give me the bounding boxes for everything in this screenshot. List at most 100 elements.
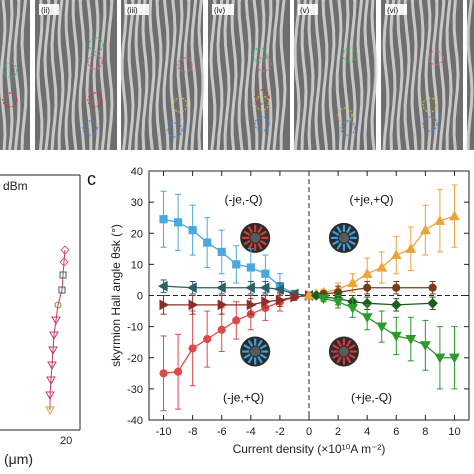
- data-point: [188, 299, 199, 311]
- data-point: [376, 322, 388, 333]
- x-tick-label: 4: [364, 426, 370, 438]
- microscopy-strip: (ii) (iii) (iv) (v) (vi): [0, 0, 474, 151]
- data-point: [159, 369, 168, 378]
- x-tick-label: -8: [188, 426, 198, 438]
- skyrmion-icon-top-left: [240, 222, 271, 253]
- y-tick-label: -30: [127, 384, 143, 396]
- data-point: [405, 334, 417, 345]
- series-line: [163, 218, 295, 295]
- y-axis-label: skyrmion Hall angle θsk (°): [109, 224, 123, 367]
- data-point: [434, 353, 446, 364]
- data-point: [419, 341, 431, 351]
- x-tick-label: -10: [156, 426, 172, 438]
- skyrmion-icon-bottom-left: [240, 336, 271, 367]
- data-point: [427, 297, 438, 309]
- y-tick-label: 30: [131, 197, 143, 209]
- series-line: [163, 285, 310, 297]
- data-point: [246, 263, 255, 272]
- data-point: [188, 226, 197, 235]
- y-tick-label: 20: [131, 228, 143, 240]
- x-tick-label: -6: [217, 426, 227, 438]
- data-point: [245, 282, 255, 294]
- series-darkgreen: [310, 290, 438, 312]
- data-point: [428, 283, 437, 292]
- x-tick-label: 2: [335, 426, 341, 438]
- data-point: [159, 299, 170, 311]
- panel-label-ii: (ii): [41, 6, 50, 15]
- data-point: [419, 224, 431, 235]
- x-tick-label: 0: [306, 426, 312, 438]
- panel-b-tick-20: 20: [60, 435, 72, 447]
- panel-b-legend: dBm: [3, 179, 28, 193]
- data-point: [449, 210, 460, 221]
- y-tick-label: -40: [127, 415, 143, 427]
- skyrmion-icon-bottom-right: [328, 336, 359, 367]
- micrograph-iii: [121, 0, 203, 150]
- data-point: [310, 290, 322, 301]
- data-point: [259, 282, 270, 294]
- quadrant-label-top-right: (+je,+Q): [350, 193, 394, 207]
- x-tick-label: -4: [246, 426, 256, 438]
- panel-label-v: (v): [300, 6, 310, 15]
- data-point: [376, 261, 388, 272]
- data-point: [203, 334, 212, 344]
- data-point: [232, 316, 241, 325]
- data-point: [390, 299, 402, 311]
- data-point: [173, 367, 183, 376]
- panel-b-x-label: (μm): [4, 451, 33, 467]
- quadrant-label-top-left: (-je,-Q): [225, 193, 263, 207]
- panel-label-vi: (vi): [387, 6, 398, 15]
- data-point: [392, 283, 401, 292]
- data-point: [157, 280, 168, 292]
- quadrant-label-bottom-right: (+je,-Q): [351, 390, 392, 404]
- data-point: [188, 344, 197, 353]
- data-point: [275, 294, 286, 306]
- y-tick-label: 10: [131, 259, 143, 271]
- data-point: [203, 238, 212, 247]
- series-blue: [159, 190, 299, 300]
- data-point: [390, 249, 402, 260]
- x-tick-label: 6: [393, 426, 399, 438]
- skyrmion-icon-top-right: [328, 222, 359, 253]
- data-point: [363, 283, 372, 292]
- data-point: [187, 282, 197, 294]
- data-point: [449, 353, 460, 364]
- x-tick-label: -2: [275, 426, 285, 438]
- data-point: [390, 331, 402, 342]
- y-tick-label: -20: [127, 353, 143, 365]
- micrograph-v: [294, 0, 376, 150]
- data-point: [303, 289, 315, 300]
- data-point: [347, 303, 359, 314]
- x-axis-label: Current density (×10¹⁰A m⁻²): [233, 442, 386, 456]
- y-tick-label: 40: [131, 166, 143, 178]
- panel-b-markers: [45, 245, 70, 416]
- data-point: [290, 291, 301, 303]
- data-point: [434, 215, 446, 225]
- data-point: [261, 269, 270, 278]
- panel-label-iii: (iii): [127, 6, 138, 15]
- panel-c-letter: c: [87, 169, 96, 189]
- y-tick-label: 0: [137, 291, 143, 303]
- data-point: [217, 247, 226, 257]
- data-point: [361, 268, 373, 278]
- series-line: [323, 297, 455, 359]
- series-red: [159, 291, 299, 412]
- data-point: [232, 260, 241, 269]
- y-tick-label: -10: [127, 322, 143, 334]
- series-green: [318, 294, 460, 390]
- data-point: [361, 313, 373, 323]
- quadrant-label-bottom-left: (-je,+Q): [223, 390, 264, 404]
- x-tick-label: 10: [448, 426, 460, 438]
- data-point: [217, 325, 226, 334]
- data-point: [318, 294, 329, 305]
- data-point: [159, 215, 168, 224]
- data-point: [347, 277, 359, 288]
- x-tick-label: 8: [422, 426, 428, 438]
- data-point: [173, 218, 183, 227]
- data-point: [216, 282, 226, 294]
- data-point: [261, 296, 271, 308]
- data-point: [274, 283, 285, 295]
- data-point: [246, 299, 257, 311]
